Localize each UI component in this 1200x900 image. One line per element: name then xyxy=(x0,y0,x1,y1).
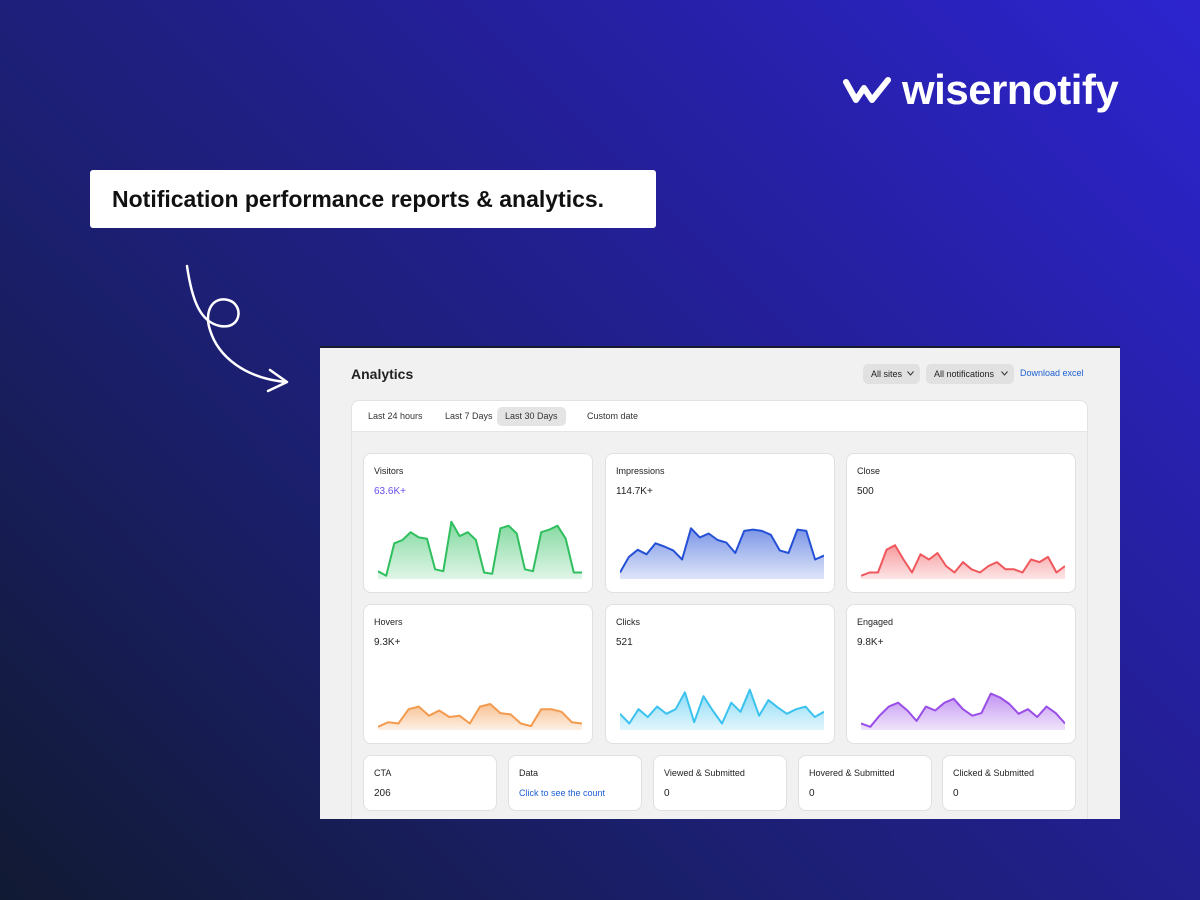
stat-card: Data Click to see the count xyxy=(508,755,642,811)
sparkline-line xyxy=(378,703,582,728)
metric-card: Close 500 xyxy=(846,453,1076,593)
sparkline xyxy=(620,527,824,579)
sparkline-line xyxy=(378,520,582,577)
card-value: 0 xyxy=(664,788,670,799)
sparkline-area xyxy=(378,521,582,579)
card-value: 9.3K+ xyxy=(374,637,401,648)
app-title: Analytics xyxy=(351,366,414,382)
download-link[interactable]: Download excel xyxy=(1020,368,1084,378)
metric-card: Hovers 9.3K+ xyxy=(363,604,593,744)
card-value: 0 xyxy=(809,788,815,799)
filter-dropdown[interactable]: All sites xyxy=(863,364,920,384)
headline: Notification performance reports & analy… xyxy=(112,186,605,212)
chevron-line xyxy=(1001,371,1008,376)
card-title: Clicks xyxy=(616,617,640,627)
stat-card: Hovered & Submitted 0 xyxy=(798,755,932,811)
filter-dropdown[interactable]: All notifications xyxy=(926,364,1014,384)
sparkline-area xyxy=(620,528,824,579)
arrow xyxy=(185,264,289,393)
card-title: Visitors xyxy=(374,466,404,476)
analytics-container: Last 24 hours Last 7 Days Last 30 Days Cust… xyxy=(351,400,1088,819)
sparkline-line xyxy=(620,688,824,725)
card-title: Engaged xyxy=(857,617,894,627)
card-link[interactable]: Click to see the count xyxy=(519,788,606,798)
sparkline xyxy=(378,703,582,730)
chevron xyxy=(1001,371,1008,376)
tab[interactable]: Last 24 hours xyxy=(368,411,423,421)
card-title: Clicked & Submitted xyxy=(953,768,1035,778)
card-value: 521 xyxy=(616,637,633,648)
card-title: Data xyxy=(519,768,539,778)
headline-box: Notification performance reports & analy… xyxy=(90,170,656,228)
card-title: Impressions xyxy=(616,466,665,476)
card-value: 114.7K+ xyxy=(616,486,653,497)
logo-icon xyxy=(843,77,891,103)
sparkline-line xyxy=(861,544,1065,577)
sparkline xyxy=(378,520,582,579)
tab[interactable]: Last 7 Days xyxy=(445,411,493,421)
sparkline-area xyxy=(861,693,1065,730)
card-title: Viewed & Submitted xyxy=(664,768,745,778)
sparkline-area xyxy=(378,704,582,730)
card-value: 500 xyxy=(857,486,874,497)
filter-label: All sites xyxy=(871,369,903,379)
filter-label: All notifications xyxy=(934,369,995,379)
card-value: 9.8K+ xyxy=(857,637,884,648)
sparkline xyxy=(620,688,824,730)
chevron xyxy=(907,371,914,376)
sparkline-line xyxy=(620,527,824,573)
sparkline xyxy=(861,692,1065,730)
card-title: Hovered & Submitted xyxy=(809,768,895,778)
card-title: Hovers xyxy=(374,617,403,627)
chevron-line xyxy=(907,371,914,376)
tab[interactable]: Custom date xyxy=(587,411,639,421)
app-panel: Analytics Download excel Last 24 hours La… xyxy=(320,346,1120,819)
sparkline-line xyxy=(861,692,1065,728)
tabs: Last 24 hours Last 7 Days Last 30 Days Cust… xyxy=(352,401,1087,432)
logo-text: wisernotify xyxy=(902,66,1119,113)
stat-card: Clicked & Submitted 0 xyxy=(942,755,1076,811)
tab[interactable]: Last 30 Days xyxy=(497,407,566,426)
metric-card: Impressions 114.7K+ xyxy=(605,453,835,593)
metric-card: Clicks 521 xyxy=(605,604,835,744)
sparkline-area xyxy=(620,689,824,730)
card-title: CTA xyxy=(374,768,392,778)
card-value: 0 xyxy=(953,788,959,799)
card-title: Close xyxy=(857,466,881,476)
sparkline xyxy=(861,544,1065,579)
metric-card: Visitors 63.6K+ xyxy=(363,453,593,593)
card-value: 63.6K+ xyxy=(374,486,406,497)
metric-card: Engaged 9.8K+ xyxy=(846,604,1076,744)
stat-card: CTA 206 xyxy=(363,755,497,811)
card-value: 206 xyxy=(374,788,391,799)
stat-card: Viewed & Submitted 0 xyxy=(653,755,787,811)
